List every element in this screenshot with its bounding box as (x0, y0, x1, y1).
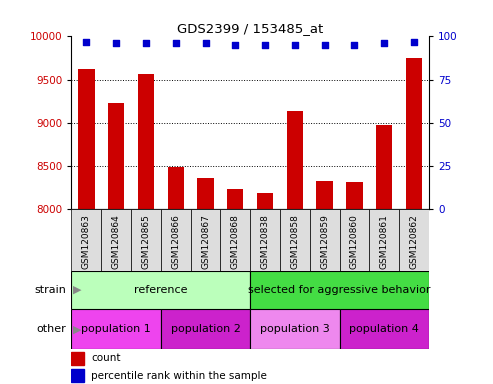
Bar (191, 209, 220, 271)
Bar (78, 69, 95, 209)
Text: population 4: population 4 (350, 324, 419, 334)
Text: ▶: ▶ (73, 324, 81, 334)
Bar (376, 126, 392, 209)
Point (231, 42, 239, 48)
Bar (138, 74, 154, 209)
Point (112, 40, 120, 46)
Bar (280, 209, 310, 271)
Point (410, 39, 418, 45)
Bar (71, 271, 250, 309)
Title: GDS2399 / 153485_at: GDS2399 / 153485_at (177, 22, 323, 35)
Bar (168, 167, 184, 209)
Text: GSM120858: GSM120858 (290, 214, 299, 269)
Bar (406, 58, 422, 209)
Text: selected for aggressive behavior: selected for aggressive behavior (248, 285, 431, 295)
Bar (71, 209, 101, 271)
Bar (369, 209, 399, 271)
Text: population 1: population 1 (81, 324, 151, 334)
Bar (310, 209, 340, 271)
Bar (250, 271, 429, 309)
Bar (287, 111, 303, 209)
Text: percentile rank within the sample: percentile rank within the sample (91, 371, 267, 381)
Text: GSM120865: GSM120865 (141, 214, 150, 269)
Bar (220, 209, 250, 271)
Bar (101, 209, 131, 271)
Text: GSM120868: GSM120868 (231, 214, 240, 269)
Bar (340, 209, 369, 271)
Text: GSM120862: GSM120862 (410, 214, 419, 269)
Text: GSM120866: GSM120866 (171, 214, 180, 269)
Bar (399, 209, 429, 271)
Bar (71, 352, 84, 365)
Text: population 3: population 3 (260, 324, 330, 334)
Text: other: other (37, 324, 67, 334)
Point (321, 42, 329, 48)
Text: GSM120867: GSM120867 (201, 214, 210, 269)
Bar (71, 369, 84, 382)
Bar (161, 209, 191, 271)
Point (172, 40, 179, 46)
Text: GSM120859: GSM120859 (320, 214, 329, 269)
Bar (346, 182, 363, 209)
Bar (250, 209, 280, 271)
Text: GSM120863: GSM120863 (82, 214, 91, 269)
Text: count: count (91, 353, 121, 363)
Bar (317, 181, 333, 209)
Bar (161, 309, 250, 349)
Text: GSM120861: GSM120861 (380, 214, 389, 269)
Text: GSM120860: GSM120860 (350, 214, 359, 269)
Point (202, 40, 210, 46)
Bar (250, 309, 340, 349)
Point (351, 42, 358, 48)
Text: strain: strain (35, 285, 67, 295)
Text: population 2: population 2 (171, 324, 241, 334)
Bar (197, 178, 213, 209)
Text: reference: reference (134, 285, 188, 295)
Bar (340, 309, 429, 349)
Text: GSM120864: GSM120864 (111, 214, 121, 269)
Bar (71, 309, 161, 349)
Bar (131, 209, 161, 271)
Bar (227, 189, 244, 209)
Point (380, 40, 388, 46)
Point (261, 42, 269, 48)
Point (142, 40, 150, 46)
Bar (108, 103, 124, 209)
Text: ▶: ▶ (73, 285, 81, 295)
Point (82, 39, 90, 45)
Bar (257, 193, 273, 209)
Point (291, 42, 299, 48)
Text: GSM120838: GSM120838 (261, 214, 270, 269)
